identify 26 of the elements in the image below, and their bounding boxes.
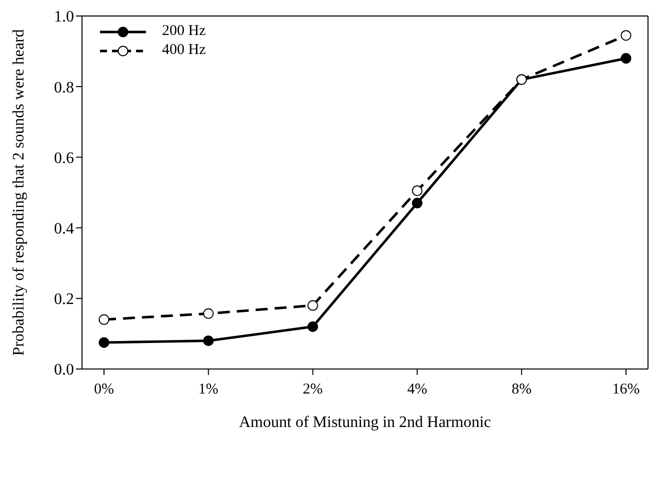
y-axis-title: Probability of responding that 2 sounds were heard [10,29,28,356]
point [412,198,422,208]
y-tick-label: 0.6 [54,150,74,167]
x-tick-label: 1% [198,382,218,398]
point [98,314,110,325]
x-tick-label: 0% [94,382,114,398]
x-tick-label: 8% [512,382,532,398]
legend-label: 200 Hz [162,23,206,40]
x-axis-title: Amount of Mistuning in 2nd Harmonic [239,414,491,431]
x-tick-label: 2% [302,382,323,398]
x-tick-label: 16% [612,382,640,398]
point [203,335,214,346]
point [620,30,632,41]
point [308,300,318,311]
point [98,337,110,348]
y-tick-label: 0.8 [54,79,74,96]
y-tick-label: 1.0 [54,8,74,26]
y-tick-label: 0.2 [54,291,74,308]
y-tick-label: 0.0 [54,362,74,379]
point [412,185,422,196]
point [203,308,214,319]
x-tick-label: 4% [407,382,428,398]
legend-label: 400 Hz [162,42,206,59]
y-tick-label: 0.4 [54,220,74,238]
point [308,321,318,332]
point [620,53,632,64]
